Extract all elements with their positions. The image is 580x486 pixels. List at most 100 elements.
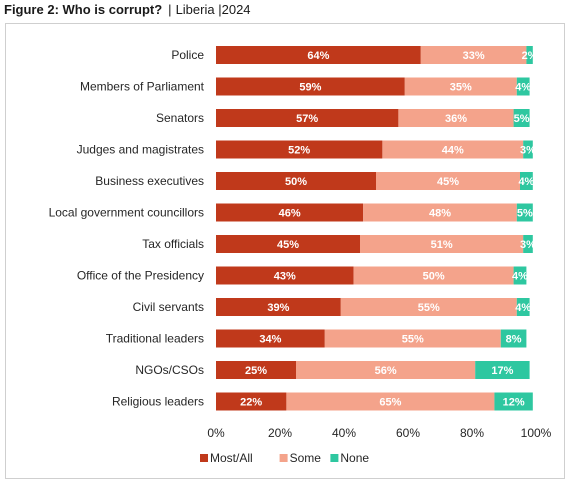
data-label: 57% bbox=[296, 113, 318, 125]
data-label: 34% bbox=[259, 334, 281, 346]
x-tick-label: 60% bbox=[396, 426, 420, 440]
bar-segment bbox=[398, 109, 514, 127]
data-label: 36% bbox=[445, 113, 467, 125]
bar-segment bbox=[494, 392, 533, 411]
bar-segment bbox=[500, 329, 527, 348]
legend-label: Most/All bbox=[210, 451, 253, 465]
bar-segment bbox=[216, 140, 383, 159]
data-label: 17% bbox=[491, 365, 513, 377]
category-label: NGOs/CSOs bbox=[135, 363, 204, 377]
bar-segment bbox=[526, 46, 533, 64]
bar-segment bbox=[516, 203, 533, 222]
x-tick-label: 80% bbox=[460, 426, 484, 440]
data-label: 39% bbox=[267, 302, 289, 314]
bar-segment bbox=[216, 329, 325, 348]
category-label: Tax officials bbox=[142, 237, 204, 251]
category-label: Senators bbox=[156, 111, 204, 125]
bar-segment bbox=[360, 235, 524, 253]
category-label: Religious leaders bbox=[112, 395, 204, 409]
category-label: Business executives bbox=[95, 174, 204, 188]
data-label: 45% bbox=[437, 176, 459, 188]
bar-segment bbox=[286, 392, 495, 411]
bar-segment bbox=[216, 298, 341, 316]
figure-title-line: Figure 2: Who is corrupt? | Liberia |2024 bbox=[4, 2, 251, 20]
category-label: Local government councillors bbox=[49, 206, 204, 220]
legend-swatch bbox=[279, 454, 288, 462]
data-label: 65% bbox=[379, 397, 401, 409]
legend-swatch bbox=[330, 454, 339, 462]
legend-label: None bbox=[340, 451, 369, 465]
data-label: 43% bbox=[274, 271, 296, 283]
bar-segment bbox=[382, 140, 524, 159]
data-label: 4% bbox=[515, 82, 531, 94]
data-label: 22% bbox=[240, 397, 262, 409]
bar-segment bbox=[420, 46, 527, 64]
data-label: 46% bbox=[279, 208, 301, 220]
bar-segment bbox=[523, 235, 533, 253]
data-label: 44% bbox=[442, 145, 464, 157]
survey-year: 2024 bbox=[221, 2, 251, 17]
bar-segment bbox=[340, 298, 517, 316]
data-label: 3% bbox=[520, 239, 536, 251]
data-label: 51% bbox=[431, 239, 453, 251]
bar-segment bbox=[324, 329, 501, 348]
category-label: Traditional leaders bbox=[106, 332, 204, 346]
data-label: 50% bbox=[423, 271, 445, 283]
title-separator: | bbox=[168, 2, 172, 17]
bar-segment bbox=[216, 392, 287, 411]
data-label: 4% bbox=[515, 302, 531, 314]
bar-segment bbox=[516, 298, 530, 316]
data-label: 52% bbox=[288, 145, 310, 157]
bar-segment bbox=[296, 361, 476, 379]
figure-title: Figure 2: Who is corrupt? bbox=[4, 2, 163, 17]
bar-segment bbox=[353, 266, 514, 285]
data-label: 35% bbox=[450, 82, 472, 94]
bar-segment bbox=[513, 266, 527, 285]
data-label: 45% bbox=[277, 239, 299, 251]
data-label: 50% bbox=[285, 176, 307, 188]
data-label: 55% bbox=[418, 302, 440, 314]
bar-segment bbox=[520, 172, 533, 190]
bar-segment bbox=[475, 361, 530, 379]
data-label: 3% bbox=[520, 145, 536, 157]
bar-segment bbox=[216, 109, 399, 127]
data-label: 4% bbox=[518, 176, 534, 188]
bar-segment bbox=[216, 235, 360, 253]
x-tick-label: 40% bbox=[332, 426, 356, 440]
data-label: 12% bbox=[503, 397, 525, 409]
bar-segment bbox=[216, 46, 421, 64]
data-label: 48% bbox=[429, 208, 451, 220]
x-tick-label: 20% bbox=[268, 426, 292, 440]
legend-swatch bbox=[200, 454, 208, 462]
data-label: 5% bbox=[514, 113, 530, 125]
bar-segment bbox=[216, 266, 354, 285]
category-label: Judges and magistrates bbox=[77, 143, 204, 157]
bar-segment bbox=[516, 77, 530, 96]
data-label: 8% bbox=[506, 334, 522, 346]
bar-segment bbox=[216, 203, 364, 222]
data-label: 55% bbox=[402, 334, 424, 346]
x-tick-label: 100% bbox=[521, 426, 552, 440]
bar-segment bbox=[404, 77, 517, 96]
bar-segment bbox=[513, 109, 530, 127]
data-label: 33% bbox=[463, 50, 485, 62]
bar-segment bbox=[216, 77, 405, 96]
data-label: 4% bbox=[512, 271, 528, 283]
data-label: 5% bbox=[517, 208, 533, 220]
category-label: Police bbox=[171, 48, 204, 62]
data-label: 64% bbox=[307, 50, 329, 62]
data-label: 59% bbox=[299, 82, 321, 94]
bar-segment bbox=[216, 172, 376, 190]
bar-segment bbox=[523, 140, 533, 159]
bar-segment bbox=[376, 172, 520, 190]
data-label: 2% bbox=[522, 50, 538, 62]
country-name: Liberia bbox=[175, 2, 215, 17]
bar-segment bbox=[216, 361, 296, 379]
x-tick-label: 0% bbox=[207, 426, 225, 440]
legend-label: Some bbox=[290, 451, 322, 465]
category-label: Civil servants bbox=[133, 300, 204, 314]
bar-segment bbox=[363, 203, 517, 222]
data-label: 25% bbox=[245, 365, 267, 377]
